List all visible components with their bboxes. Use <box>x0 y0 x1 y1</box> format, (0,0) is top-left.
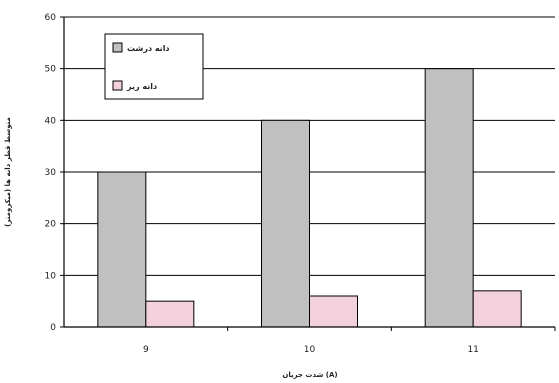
legend: دانه درشت دانه ريز <box>104 33 204 100</box>
x-tick-label: 11 <box>467 345 478 355</box>
y-tick-labels: 0 10 20 30 40 50 60 <box>45 13 64 333</box>
legend-label-coarse-grain: دانه درشت <box>127 44 170 53</box>
x-tick-label: 9 <box>143 345 149 355</box>
bar-fine-grain <box>145 300 195 328</box>
bar-coarse-grain <box>97 171 147 328</box>
x-axis-title: شدت جريان (A) <box>282 371 337 379</box>
legend-label-fine-grain: دانه ريز <box>126 82 157 91</box>
y-tick-label: 0 <box>50 323 56 333</box>
x-tick-label: 10 <box>304 345 316 355</box>
y-tick-label: 10 <box>45 271 57 281</box>
y-axis-title: متوسط قطر دانه ها (ميكرومتر) <box>4 117 12 227</box>
legend-swatch-fine-grain <box>112 80 123 91</box>
legend-swatch-coarse-grain <box>112 42 123 53</box>
bar-coarse-grain <box>261 119 310 328</box>
y-tick-label: 30 <box>45 168 57 178</box>
y-tick-label: 60 <box>45 13 57 23</box>
bar-coarse-grain <box>424 68 474 328</box>
y-tick-label: 40 <box>45 116 57 126</box>
x-tick-labels: 9 10 11 <box>143 345 479 355</box>
bars <box>97 68 522 328</box>
y-tick-label: 50 <box>45 65 57 75</box>
bar-fine-grain <box>472 290 522 328</box>
y-tick-label: 20 <box>45 220 57 230</box>
bar-fine-grain <box>309 295 358 328</box>
